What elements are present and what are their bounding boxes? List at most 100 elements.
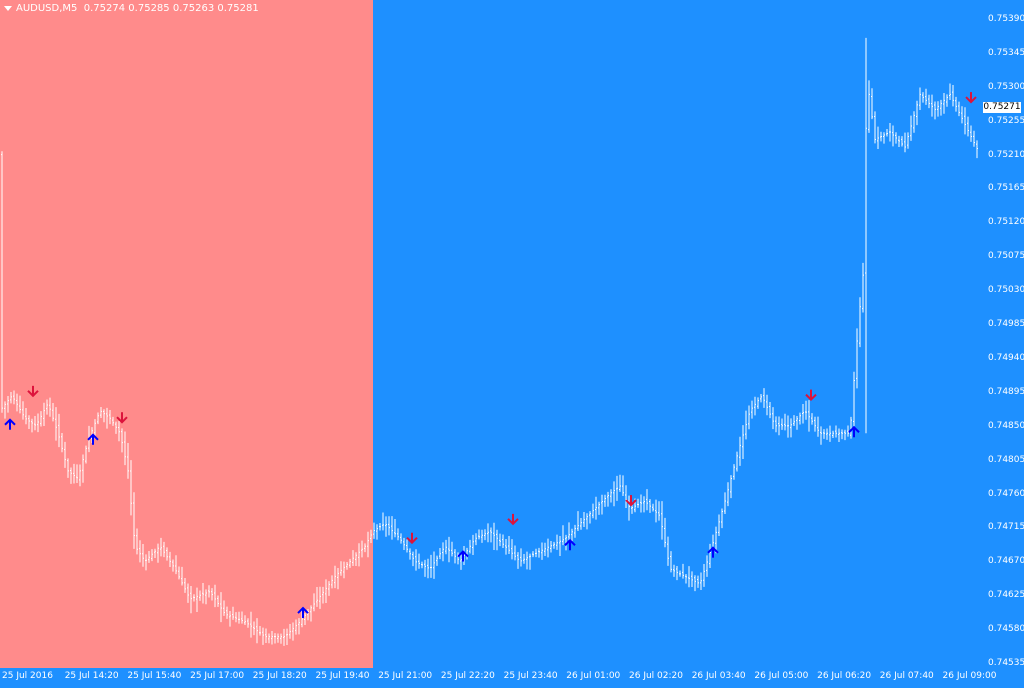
- ohlc-bar: [859, 297, 861, 348]
- sell-arrow-icon: [805, 389, 817, 402]
- ohlc-bar: [490, 527, 492, 543]
- ohlc-bar: [109, 409, 111, 425]
- ohlc-bar: [211, 588, 213, 601]
- ohlc-bar: [73, 463, 75, 484]
- ohlc-bar: [157, 543, 159, 563]
- price-label: 0.74940: [988, 352, 1024, 363]
- ohlc-bar: [571, 528, 573, 543]
- ohlc-bar: [346, 561, 348, 570]
- ohlc-bar: [142, 543, 144, 567]
- time-label: 25 Jul 22:20: [440, 671, 495, 681]
- ohlc-bar: [862, 262, 864, 313]
- ohlc-bar: [370, 529, 372, 543]
- price-label: 0.75255: [988, 115, 1024, 126]
- buy-arrow-icon: [848, 425, 860, 438]
- ohlc-bar: [115, 421, 117, 434]
- ohlc-bar: [622, 475, 624, 496]
- ohlc-bar: [676, 565, 678, 581]
- price-chart[interactable]: [0, 0, 981, 668]
- ohlc-bar: [658, 501, 660, 521]
- ohlc-bar: [640, 494, 642, 513]
- ohlc-bar: [964, 107, 966, 135]
- ohlc-bar: [364, 543, 366, 553]
- ohlc-bar: [943, 92, 945, 114]
- ohlc-bar: [847, 425, 849, 437]
- time-label: 26 Jul 09:00: [942, 671, 997, 681]
- ohlc-bar: [721, 508, 723, 529]
- ohlc-bar: [574, 524, 576, 538]
- ohlc-bar: [160, 537, 162, 557]
- ohlc-bar: [493, 522, 495, 550]
- ohlc-bar: [244, 615, 246, 625]
- ohlc-bar: [682, 563, 684, 579]
- ohlc-bar: [100, 407, 102, 418]
- ohlc-bar: [739, 436, 741, 466]
- price-label: 0.75165: [988, 183, 1024, 194]
- ohlc-bar: [187, 583, 189, 603]
- ohlc-bar: [586, 513, 588, 530]
- ohlc-values: 0.75274 0.75285 0.75263 0.75281: [83, 3, 259, 14]
- ohlc-bar: [448, 536, 450, 563]
- time-label: 26 Jul 01:00: [566, 671, 621, 681]
- sell-arrow-icon: [507, 513, 519, 526]
- ohlc-bar: [733, 464, 735, 480]
- current-price-tag: 0.75271: [983, 102, 1021, 113]
- ohlc-bar: [652, 503, 654, 512]
- price-label: 0.75300: [988, 81, 1024, 92]
- ohlc-bar: [655, 499, 657, 523]
- ohlc-bar: [625, 485, 627, 508]
- buy-arrow-icon: [87, 433, 99, 445]
- ohlc-bar: [529, 553, 531, 570]
- ohlc-bar: [31, 418, 33, 433]
- sell-arrow-icon: [116, 412, 128, 424]
- ohlc-bar: [193, 594, 195, 602]
- ohlc-bar: [358, 543, 360, 567]
- time-label: 25 Jul 2016: [2, 671, 53, 681]
- ohlc-bar: [949, 83, 951, 100]
- ohlc-bar: [481, 529, 483, 543]
- ohlc-bar: [967, 116, 969, 137]
- time-axis[interactable]: [0, 668, 1024, 688]
- ohlc-bar: [307, 609, 309, 621]
- ohlc-bar: [667, 536, 669, 566]
- ohlc-bar: [928, 94, 930, 109]
- ohlc-bar: [106, 407, 108, 429]
- dropdown-icon[interactable]: [4, 5, 12, 11]
- ohlc-bar: [82, 454, 84, 483]
- ohlc-bar: [469, 539, 471, 554]
- ohlc-bar: [937, 101, 939, 117]
- ohlc-bar: [64, 441, 66, 468]
- ohlc-bar: [337, 567, 339, 590]
- ohlc-bar: [382, 512, 384, 531]
- ohlc-bar: [646, 489, 648, 511]
- ohlc-bar: [616, 475, 618, 501]
- ohlc-bar: [853, 371, 855, 431]
- price-axis[interactable]: [981, 0, 1024, 688]
- price-label: 0.74580: [988, 624, 1024, 635]
- ohlc-bar: [520, 548, 522, 567]
- ohlc-bar: [1, 151, 3, 413]
- ohlc-bar: [184, 578, 186, 593]
- ohlc-bar: [808, 400, 810, 432]
- ohlc-bar: [220, 592, 222, 623]
- ohlc-bar: [976, 140, 978, 159]
- ohlc-bar: [418, 553, 420, 569]
- ohlc-bar: [451, 541, 453, 557]
- ohlc-bar: [961, 106, 963, 124]
- ohlc-bar: [694, 575, 696, 592]
- ohlc-bar: [685, 573, 687, 584]
- ohlc-bar: [661, 501, 663, 540]
- price-label: 0.75120: [988, 217, 1024, 228]
- ohlc-bar: [274, 633, 276, 644]
- ohlc-bar: [607, 491, 609, 507]
- ohlc-bar: [214, 584, 216, 608]
- time-label: 26 Jul 06:20: [817, 671, 872, 681]
- ohlc-bar: [250, 611, 252, 638]
- ohlc-bar: [628, 495, 630, 521]
- ohlc-bar: [802, 404, 804, 424]
- ohlc-bar: [112, 416, 114, 426]
- ohlc-bar: [34, 416, 36, 431]
- time-label: 25 Jul 17:00: [190, 671, 245, 681]
- ohlc-bar: [577, 511, 579, 531]
